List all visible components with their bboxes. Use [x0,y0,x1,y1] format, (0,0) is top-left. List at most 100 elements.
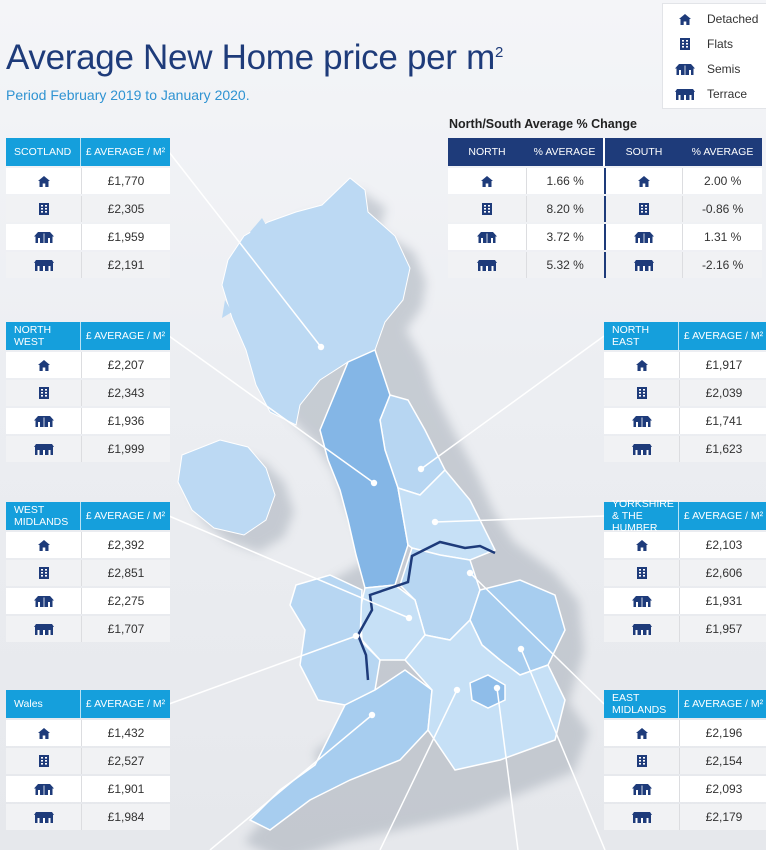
north-south-header: NORTH % AVERAGE SOUTH % AVERAGE [448,138,762,166]
table-row: £1,432 [6,720,170,746]
terrace-icon [477,260,497,271]
table-row: £2,305 [6,196,170,222]
terrace-icon [634,260,654,271]
price-value: £2,392 [107,538,145,552]
flats-icon [637,755,647,767]
region-header: NORTH WEST £ AVERAGE / M² [6,322,170,350]
price-value: £1,936 [107,414,145,428]
terrace-icon [34,812,54,823]
table-row: £1,917 [604,352,766,378]
price-value: £1,770 [107,174,145,188]
table-row: £2,343 [6,380,170,406]
table-row: £1,707 [6,616,170,642]
price-value: £2,305 [107,202,145,216]
table-row: £2,039 [604,380,766,406]
semis-icon [632,596,652,607]
semis-icon [632,784,652,795]
legend-item-flats: Flats [663,34,766,54]
table-row: £2,527 [6,748,170,774]
region-table-east-midlands: EAST MIDLANDS £ AVERAGE / M² £2,196 £2,154 £… [604,690,766,830]
north-south-divide-line [356,540,496,681]
table-row: £2,851 [6,560,170,586]
price-value: £1,957 [705,622,743,636]
north-south-table: NORTH % AVERAGE SOUTH % AVERAGE 1.66 % 2… [448,138,762,278]
terrace-icon [632,812,652,823]
detached-icon [636,540,648,551]
region-header: NORTH EAST £ AVERAGE / M² [604,322,766,350]
terrace-icon [632,624,652,635]
price-value: £1,931 [705,594,743,608]
table-row: £1,901 [6,776,170,802]
value-header: £ AVERAGE / M² [683,510,764,522]
table-row: £1,623 [604,436,766,462]
region-header: SCOTLAND £ AVERAGE / M² [6,138,170,166]
region-table-scotland: SCOTLAND £ AVERAGE / M² £1,770 £2,305 £1,959… [6,138,170,278]
flats-icon [637,387,647,399]
price-value: £2,039 [705,386,743,400]
legend-item-semis: Semis [663,59,766,79]
page-subtitle: Period February 2019 to January 2020. [6,87,250,103]
region-name: EAST MIDLANDS [604,690,679,718]
detached-icon [38,728,50,739]
value-header: £ AVERAGE / M² [683,330,764,342]
table-row: £2,191 [6,252,170,278]
table-row: £2,606 [604,560,766,586]
detached-icon [636,360,648,371]
terrace-icon [34,444,54,455]
legend: Detached Flats Semis Terrace [662,3,766,109]
detached-icon [38,360,50,371]
price-value: £2,191 [107,258,145,272]
table-row: £2,196 [604,720,766,746]
region-header: Wales £ AVERAGE / M² [6,690,170,718]
price-value: £2,207 [107,358,145,372]
flats-icon [39,203,49,215]
region-name: Wales [6,690,81,718]
region-table-yorkshire: YORKSHIRE & THE HUMBER £ AVERAGE / M² £2,1… [604,498,766,642]
price-value: £1,999 [107,442,145,456]
price-value: £1,917 [705,358,743,372]
table-row: 5.32 % -2.16 % [448,252,762,278]
connector-dots [317,343,525,719]
table-row: £1,959 [6,224,170,250]
semis-icon [34,596,54,607]
region-name: NORTH EAST [604,322,679,350]
table-row: 8.20 % -0.86 % [448,196,762,222]
table-row: £2,093 [604,776,766,802]
terrace-icon [34,624,54,635]
price-value: £2,343 [107,386,145,400]
price-value: £2,527 [107,754,145,768]
price-value: £2,179 [705,810,743,824]
price-value: £1,984 [107,810,145,824]
table-row: 3.72 % 1.31 % [448,224,762,250]
table-row: £1,936 [6,408,170,434]
table-row: £2,392 [6,532,170,558]
flats-icon [39,387,49,399]
legend-item-detached: Detached [663,9,766,29]
table-row: £2,275 [6,588,170,614]
table-row: £2,179 [604,804,766,830]
region-name: SCOTLAND [6,138,81,166]
semis-icon [477,232,497,243]
value-header: £ AVERAGE / M² [85,146,166,158]
region-table-north-east: NORTH EAST £ AVERAGE / M² £1,917 £2,039 £1,7… [604,322,766,462]
table-row: £1,999 [6,436,170,462]
value-header: £ AVERAGE / M² [683,698,764,710]
table-row: £2,207 [6,352,170,378]
region-name: YORKSHIRE & THE HUMBER [604,498,679,534]
price-value: £1,959 [107,230,145,244]
value-header: £ AVERAGE / M² [85,510,166,522]
flats-icon [637,567,647,579]
table-row: 1.66 % 2.00 % [448,168,762,194]
detached-icon [38,540,50,551]
table-row: £2,154 [604,748,766,774]
table-row: £2,103 [604,532,766,558]
semis-icon [34,416,54,427]
london-region [469,674,506,709]
table-row: £1,741 [604,408,766,434]
detached-icon [481,176,493,187]
price-value: £2,093 [705,782,743,796]
region-header: EAST MIDLANDS £ AVERAGE / M² [604,690,766,718]
price-value: £2,606 [705,566,743,580]
region-name: NORTH WEST [6,322,81,350]
